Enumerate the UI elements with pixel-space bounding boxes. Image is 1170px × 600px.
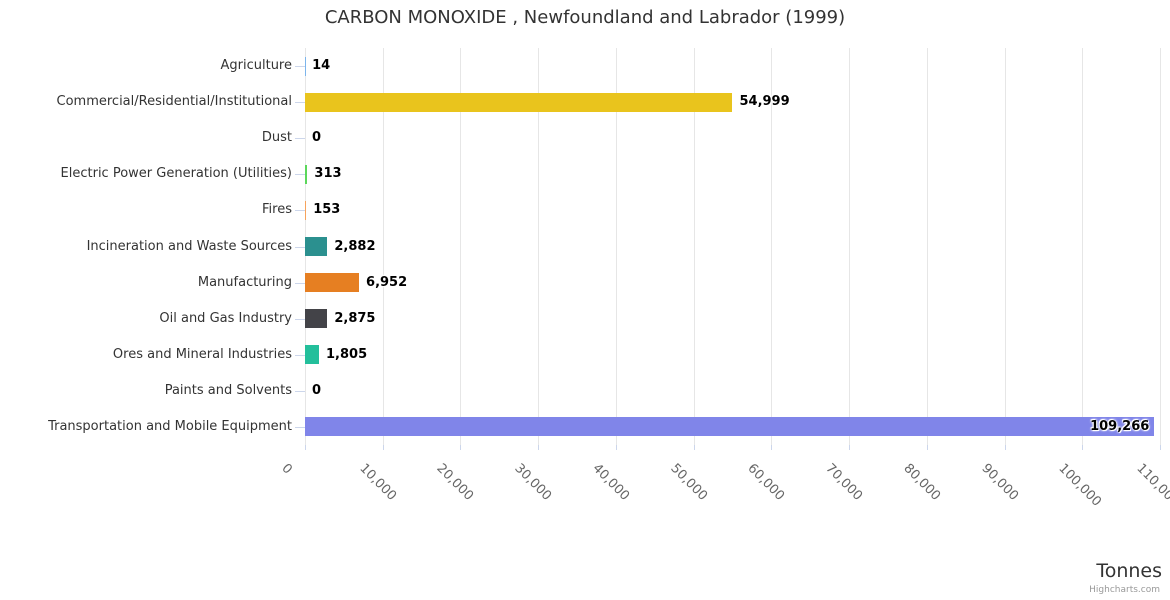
value-label: 153 (313, 202, 341, 218)
value-axis-tick-label: 90,000 (977, 461, 1021, 504)
bar-fires[interactable] (305, 200, 307, 220)
value-axis-tick-label: 100,000 (1055, 461, 1105, 510)
value-axis-tick-label: 40,000 (589, 461, 633, 504)
gridline (926, 48, 928, 445)
category-axis-tick (295, 390, 305, 392)
value-axis-tick (1160, 445, 1161, 450)
value-axis-tick (538, 445, 540, 450)
category-axis-tick (295, 318, 305, 320)
value-axis-tick (849, 445, 851, 450)
category-label: Incineration and Waste Sources (86, 238, 292, 254)
value-axis-tick (926, 445, 928, 450)
gridline (1082, 48, 1084, 445)
category-axis-tick (295, 426, 305, 428)
value-axis-tick-label: 70,000 (822, 461, 866, 504)
gridline (382, 48, 384, 445)
value-label: 54,999 (739, 94, 790, 110)
category-label: Dust (261, 130, 292, 146)
value-axis-tick-label: 50,000 (667, 461, 710, 504)
value-axis-tick (615, 445, 617, 450)
category-axis-tick (295, 174, 305, 176)
category-label: Manufacturing (197, 274, 292, 290)
category-axis-tick (295, 354, 305, 356)
gridline (1160, 48, 1161, 445)
value-axis-tick (771, 445, 773, 450)
category-label: Ores and Mineral Industries (112, 346, 292, 362)
value-label: 0 (312, 382, 322, 398)
category-label: Oil and Gas Industry (159, 310, 292, 326)
value-label: 14 (312, 58, 331, 74)
bar-incineration-and-waste-sources[interactable] (305, 237, 328, 256)
category-label: Electric Power Generation (Utilities) (60, 166, 292, 182)
value-axis-tick-label: 30,000 (511, 461, 555, 504)
plot-area: 14 54,999 0 313 153 2,882 6,952 2,875 1,805 0 109,… (305, 48, 1161, 445)
bar-transportation-and-mobile-equipment[interactable] (305, 417, 1155, 437)
value-label: 2,882 (334, 238, 376, 254)
bar-oil-and-gas-industry[interactable] (305, 309, 328, 329)
value-axis-tick (382, 445, 384, 450)
bar-manufacturing[interactable] (305, 273, 360, 293)
value-axis-tick-label: 20,000 (433, 461, 477, 504)
category-axis-tick (295, 246, 305, 248)
value-label: 6,952 (366, 274, 408, 290)
value-label: 0 (312, 130, 322, 146)
gridline (615, 48, 617, 445)
category-axis-tick (295, 102, 305, 104)
value-axis-tick (460, 445, 462, 450)
category-axis-tick (295, 210, 305, 212)
bar-electric-power-generation-utilities-[interactable] (305, 164, 308, 184)
value-axis-tick (1082, 445, 1084, 450)
category-label: Transportation and Mobile Equipment (48, 418, 292, 434)
value-axis-title: Tonnes (1096, 560, 1162, 582)
gridline (693, 48, 695, 445)
gridline (849, 48, 851, 445)
value-axis-tick-label: 10,000 (356, 461, 399, 504)
category-label: Agriculture (220, 58, 293, 74)
value-label: 1,805 (326, 346, 368, 362)
value-axis-tick-label: 80,000 (900, 461, 943, 504)
value-axis-tick-label: 60,000 (744, 461, 788, 504)
value-axis-tick (1004, 445, 1006, 450)
gridline (771, 48, 773, 445)
value-axis-tick-label: 110,000 (1133, 461, 1170, 510)
category-axis-tick (295, 66, 305, 68)
value-axis-tick-label: 0 (278, 461, 295, 478)
value-label: 109,266 (1090, 418, 1150, 434)
value-label: 313 (314, 166, 342, 182)
category-label: Commercial/Residential/Institutional (56, 94, 293, 110)
category-label: Paints and Solvents (164, 382, 292, 398)
value-axis-tick (693, 445, 695, 450)
value-axis-tick (305, 445, 306, 450)
chart-title: CARBON MONOXIDE , Newfoundland and Labra… (324, 7, 846, 28)
gridline (1004, 48, 1006, 445)
gridline (460, 48, 462, 445)
highcharts-credits-link[interactable]: Highcharts.com (1089, 585, 1160, 595)
gridline (538, 48, 540, 445)
category-axis-tick (295, 282, 305, 284)
value-label: 2,875 (334, 310, 376, 326)
bar-ores-and-mineral-industries[interactable] (305, 345, 320, 365)
category-axis-tick (295, 138, 305, 140)
bar-commercial-residential-institutional[interactable] (305, 92, 733, 112)
category-label: Fires (262, 202, 292, 218)
